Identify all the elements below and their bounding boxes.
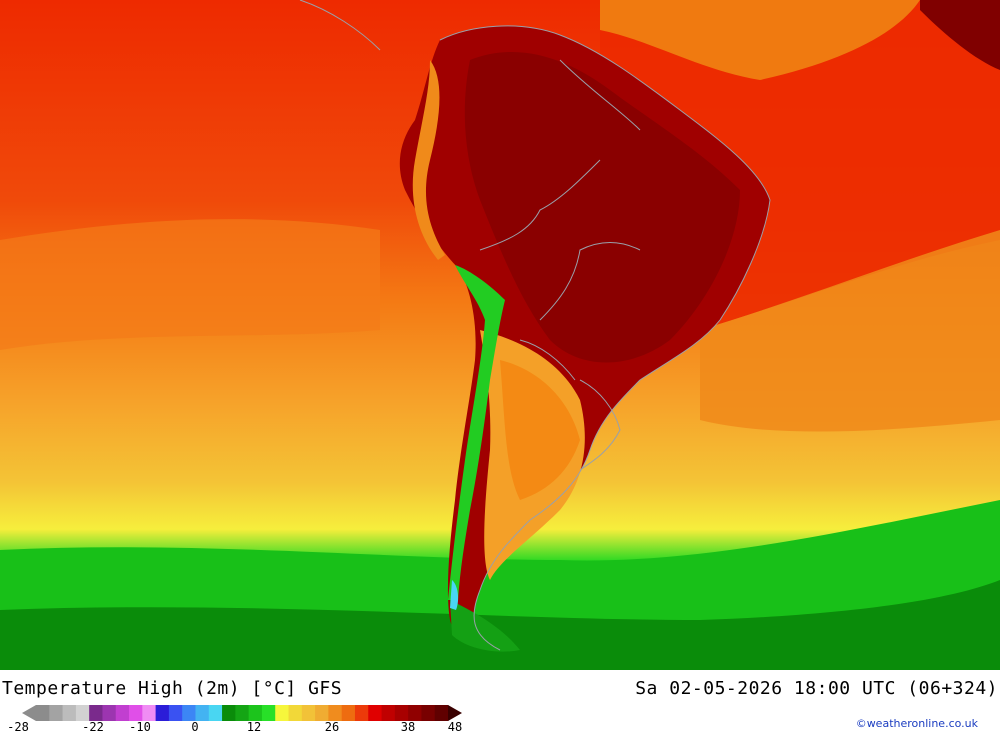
scale-swatch <box>49 705 64 721</box>
legend-footer: Temperature High (2m) [°C] GFS Sa 02-05-… <box>0 670 1000 734</box>
map-title: Temperature High (2m) [°C] GFS <box>2 678 343 699</box>
andes-green-strip <box>448 265 505 600</box>
scale-swatch <box>341 705 356 721</box>
credit-link[interactable]: ©weatheronline.co.uk <box>855 717 978 730</box>
scale-swatch <box>328 705 343 721</box>
atlantic-orange-top <box>600 0 920 80</box>
amazon-dark-core <box>464 51 740 363</box>
scale-swatch <box>235 705 250 721</box>
east-pacific-warm-band <box>0 219 380 350</box>
scale-swatch <box>421 705 436 721</box>
scale-swatch <box>222 705 236 721</box>
scale-swatch <box>408 705 422 721</box>
southern-dark-green <box>0 580 1000 670</box>
scale-swatch <box>168 705 183 721</box>
scale-label: -28 <box>7 720 29 734</box>
country-borders <box>299 0 771 651</box>
scale-swatch <box>434 705 449 721</box>
south-atlantic-orange <box>700 230 1000 432</box>
scale-arrow-right <box>448 705 462 721</box>
scale-swatch <box>394 705 409 721</box>
scale-label: 48 <box>447 720 463 734</box>
scale-swatch <box>354 705 369 721</box>
scale-swatch <box>288 705 303 721</box>
scale-swatch <box>75 705 90 721</box>
scale-label: 38 <box>400 720 416 734</box>
chile-lake <box>450 580 459 610</box>
scale-label: 26 <box>324 720 340 734</box>
scale-swatch <box>195 705 210 721</box>
andes-orange-strip <box>412 60 445 260</box>
scale-swatch <box>248 705 263 721</box>
scale-swatch <box>102 705 117 721</box>
scale-swatch <box>381 705 396 721</box>
scale-label: 12 <box>246 720 262 734</box>
tierra-del-fuego <box>450 600 520 652</box>
scale-label: -10 <box>129 720 151 734</box>
scale-label: -22 <box>82 720 104 734</box>
scale-swatch <box>62 705 77 721</box>
scale-swatch <box>155 705 170 721</box>
scale-swatch <box>182 705 196 721</box>
scale-swatch <box>129 705 143 721</box>
argentina-orange <box>500 360 580 500</box>
scale-swatch <box>315 705 329 721</box>
scale-swatch <box>36 705 50 721</box>
scale-swatch <box>261 705 276 721</box>
color-scale-bar <box>22 705 462 721</box>
temperature-map <box>0 0 1000 670</box>
scale-swatch <box>275 705 290 721</box>
scale-swatch <box>142 705 157 721</box>
scale-swatch <box>208 705 223 721</box>
scale-swatch <box>89 705 103 721</box>
scale-label: 0 <box>191 720 199 734</box>
scale-arrow-left <box>22 705 36 721</box>
scale-swatch <box>368 705 383 721</box>
caribbean-dark <box>920 0 1000 70</box>
forecast-datetime: Sa 02-05-2026 18:00 UTC (06+324) <box>635 678 998 699</box>
scale-swatch <box>301 705 316 721</box>
scale-swatch <box>115 705 130 721</box>
